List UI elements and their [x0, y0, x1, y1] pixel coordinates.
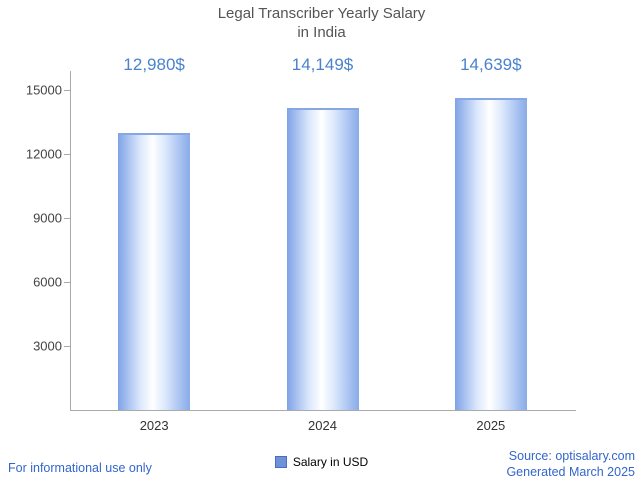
y-tick-label: 3000 [33, 338, 62, 354]
disclaimer-text: For informational use only [8, 461, 152, 475]
bar-2025 [454, 97, 527, 410]
y-tick-label: 15000 [25, 82, 62, 98]
x-axis-category-label: 2025 [476, 418, 506, 433]
chart-title-line1: Legal Transcriber Yearly Salary [217, 5, 426, 22]
bar-value-label: 14,639$ [460, 55, 522, 74]
x-axis-category-label: 2023 [139, 418, 169, 433]
y-tick-label: 12000 [25, 146, 62, 162]
y-tick-label: 6000 [33, 274, 62, 290]
source-text: Source: optisalary.com [508, 449, 635, 463]
plot-area [64, 89, 575, 410]
y-tick-label: 9000 [33, 210, 62, 226]
y-tick-mark [64, 217, 70, 219]
x-axis-category-label: 2024 [308, 418, 337, 433]
bar-2024 [286, 108, 359, 410]
bar-value-label: 12,980$ [123, 55, 185, 74]
y-tick-mark [64, 281, 70, 283]
x-axis-line [70, 410, 576, 411]
chart-title-line2: in India [297, 23, 346, 41]
legend-marker-icon [274, 456, 287, 468]
y-axis-labels: 3000 6000 9000 12000 15000 [0, 83, 62, 410]
y-axis-line [70, 71, 71, 411]
legend-label: Salary in USD [292, 455, 369, 469]
y-tick-mark [64, 89, 70, 91]
bar-2023 [118, 133, 191, 410]
legend: Salary in USD [0, 455, 643, 469]
y-tick-mark [64, 345, 70, 347]
y-tick-mark [64, 153, 70, 155]
source-info: Source: optisalary.com Generated March 2… [506, 448, 635, 481]
chart-title: Legal Transcriber Yearly Salary in India [0, 5, 643, 43]
bar-value-label: 14,149$ [291, 55, 354, 74]
generated-text: Generated March 2025 [506, 465, 635, 480]
